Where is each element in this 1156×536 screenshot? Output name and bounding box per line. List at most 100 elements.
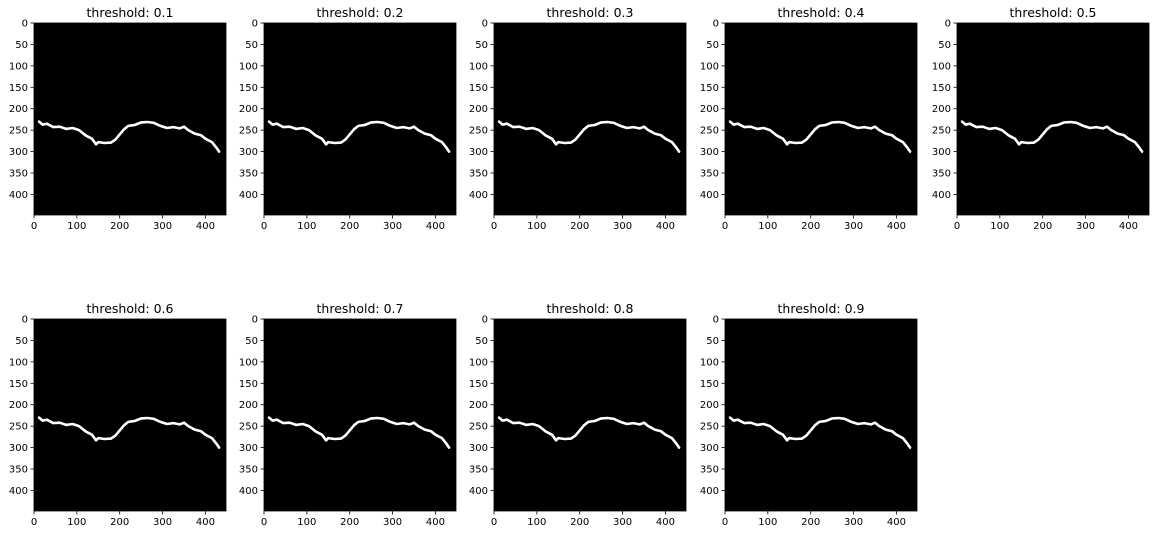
y-tick-label: 400 [9, 486, 28, 497]
axes-frame [724, 318, 918, 512]
threshold-panel: threshold: 0.6 0 100 200 300 400 0 50 100 150 200 2… [9, 301, 227, 528]
axes-frame [956, 22, 1150, 216]
mask-image [264, 319, 456, 511]
y-tick-label: 250 [239, 126, 258, 137]
y-tick-label: 0 [252, 315, 258, 326]
x-tick-label: 400 [426, 517, 445, 528]
x-tick-label: 100 [67, 517, 86, 528]
y-tick-label: 250 [700, 422, 719, 433]
y-tick-label: 400 [932, 190, 951, 201]
y-tick-label: 150 [932, 83, 951, 94]
x-tick-label: 400 [656, 221, 675, 232]
y-tick-label: 0 [482, 19, 488, 30]
y-tick-label: 100 [700, 357, 719, 368]
x-tick-label: 100 [297, 517, 316, 528]
y-tick-label: 400 [239, 190, 258, 201]
x-tick-label: 0 [261, 221, 267, 232]
panel-title: threshold: 0.2 [317, 5, 404, 20]
y-tick-label: 0 [713, 315, 719, 326]
y-tick-label: 0 [22, 19, 28, 30]
y-tick-label: 150 [9, 379, 28, 390]
y-tick-label: 200 [9, 104, 28, 115]
x-tick-label: 300 [383, 221, 402, 232]
x-tick-label: 0 [491, 221, 497, 232]
panel-title: threshold: 0.6 [87, 301, 174, 316]
mask-curve [267, 416, 451, 449]
mask-curve [728, 120, 912, 153]
mask-curve [37, 416, 221, 449]
mask-image [34, 23, 226, 215]
mask-curve [960, 120, 1144, 153]
mask-curve [37, 120, 221, 153]
axes-frame [493, 22, 687, 216]
y-tick-label: 200 [700, 104, 719, 115]
y-tick-label: 100 [700, 61, 719, 72]
y-tick-label: 400 [9, 190, 28, 201]
y-tick-label: 50 [15, 40, 28, 51]
y-tick-label: 150 [469, 379, 488, 390]
y-tick-label: 0 [482, 315, 488, 326]
x-tick-label: 400 [887, 221, 906, 232]
x-tick-label: 300 [153, 221, 172, 232]
y-tick-label: 100 [239, 357, 258, 368]
x-tick-label: 200 [340, 221, 359, 232]
y-tick-label: 100 [239, 61, 258, 72]
x-tick-label: 200 [801, 517, 820, 528]
y-tick-label: 50 [706, 336, 719, 347]
x-tick-label: 100 [527, 221, 546, 232]
y-tick-label: 0 [252, 19, 258, 30]
x-tick-label: 100 [758, 517, 777, 528]
x-tick-label: 0 [491, 517, 497, 528]
x-tick-label: 200 [801, 221, 820, 232]
y-tick-label: 300 [9, 443, 28, 454]
y-tick-label: 50 [15, 336, 28, 347]
x-tick-label: 100 [67, 221, 86, 232]
y-tick-label: 100 [9, 357, 28, 368]
x-tick-label: 200 [340, 517, 359, 528]
threshold-panel: threshold: 0.7 0 100 200 300 400 0 50 100 150 200 2… [239, 301, 457, 528]
y-tick-label: 350 [239, 169, 258, 180]
mask-curve [497, 120, 681, 153]
x-tick-label: 100 [990, 221, 1009, 232]
axes-frame [724, 22, 918, 216]
threshold-panel: threshold: 0.5 0 100 200 300 400 0 50 100 150 200 2… [932, 5, 1150, 232]
mask-image [494, 23, 686, 215]
axes-frame [263, 318, 457, 512]
y-tick-label: 300 [469, 147, 488, 158]
threshold-panel: threshold: 0.8 0 100 200 300 400 0 50 100 150 200 2… [469, 301, 687, 528]
y-tick-label: 100 [469, 357, 488, 368]
y-tick-label: 350 [9, 465, 28, 476]
x-tick-label: 400 [196, 221, 215, 232]
mask-curve [497, 416, 681, 449]
y-tick-label: 0 [22, 315, 28, 326]
y-tick-label: 300 [469, 443, 488, 454]
y-tick-label: 150 [9, 83, 28, 94]
panel-title: threshold: 0.1 [87, 5, 174, 20]
x-tick-label: 200 [570, 221, 589, 232]
y-tick-label: 200 [932, 104, 951, 115]
panel-title: threshold: 0.8 [547, 301, 634, 316]
y-tick-label: 250 [932, 126, 951, 137]
threshold-panel: threshold: 0.3 0 100 200 300 400 0 50 100 150 200 2… [469, 5, 687, 232]
y-tick-label: 150 [700, 379, 719, 390]
mask-image [725, 23, 917, 215]
threshold-panel: threshold: 0.2 0 100 200 300 400 0 50 100 150 200 2… [239, 5, 457, 232]
x-tick-label: 300 [153, 517, 172, 528]
x-tick-label: 300 [613, 221, 632, 232]
y-tick-label: 200 [239, 104, 258, 115]
x-tick-label: 200 [1033, 221, 1052, 232]
y-tick-label: 300 [9, 147, 28, 158]
x-tick-label: 400 [887, 517, 906, 528]
y-tick-label: 250 [469, 422, 488, 433]
threshold-panel: threshold: 0.1 0 100 200 300 400 0 50 100 150 200 2… [9, 5, 227, 232]
y-tick-label: 200 [469, 400, 488, 411]
y-tick-label: 400 [469, 486, 488, 497]
x-tick-label: 400 [656, 517, 675, 528]
y-tick-label: 100 [469, 61, 488, 72]
y-tick-label: 350 [469, 169, 488, 180]
x-tick-label: 0 [261, 517, 267, 528]
y-tick-label: 300 [700, 443, 719, 454]
x-tick-label: 0 [31, 517, 37, 528]
panel-title: threshold: 0.4 [778, 5, 865, 20]
y-tick-label: 250 [9, 422, 28, 433]
